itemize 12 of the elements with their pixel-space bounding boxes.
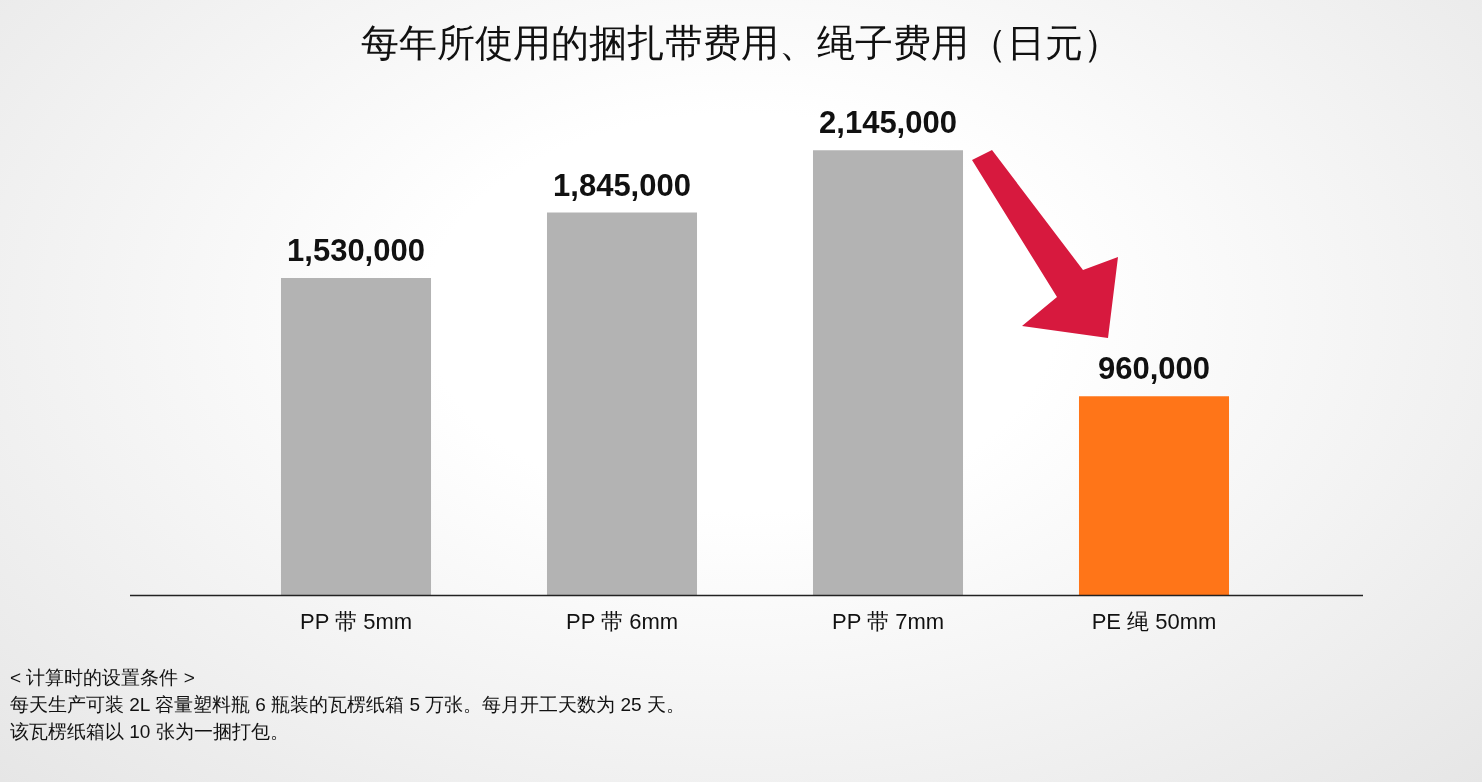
x-tick-label: PP 带 6mm: [565, 608, 679, 634]
text: < 计算时的设置条件 >: [10, 666, 196, 690]
x-tick-label: PP 带 5mm: [299, 608, 413, 634]
data-label: 960,000: [1097, 351, 1211, 387]
data-label: 1,845,000: [553, 167, 691, 203]
chart-title: 每年所使用的捆扎带费用、绳子费用（日元）: [360, 21, 1122, 66]
text: 每天生产可装 2L 容量塑料瓶 6 瓶装的瓦楞纸箱 5 万张。每月开工天数为 25 天。: [10, 693, 685, 717]
data-label: 1,530,000: [287, 233, 425, 269]
data-label: 2,145,000: [819, 105, 957, 141]
x-tick-label: PE 绳 50mm: [1091, 608, 1217, 634]
text: 该瓦楞纸箱以 10 张为一捆打包。: [10, 720, 290, 744]
x-tick-label: PP 带 7mm: [831, 608, 945, 634]
